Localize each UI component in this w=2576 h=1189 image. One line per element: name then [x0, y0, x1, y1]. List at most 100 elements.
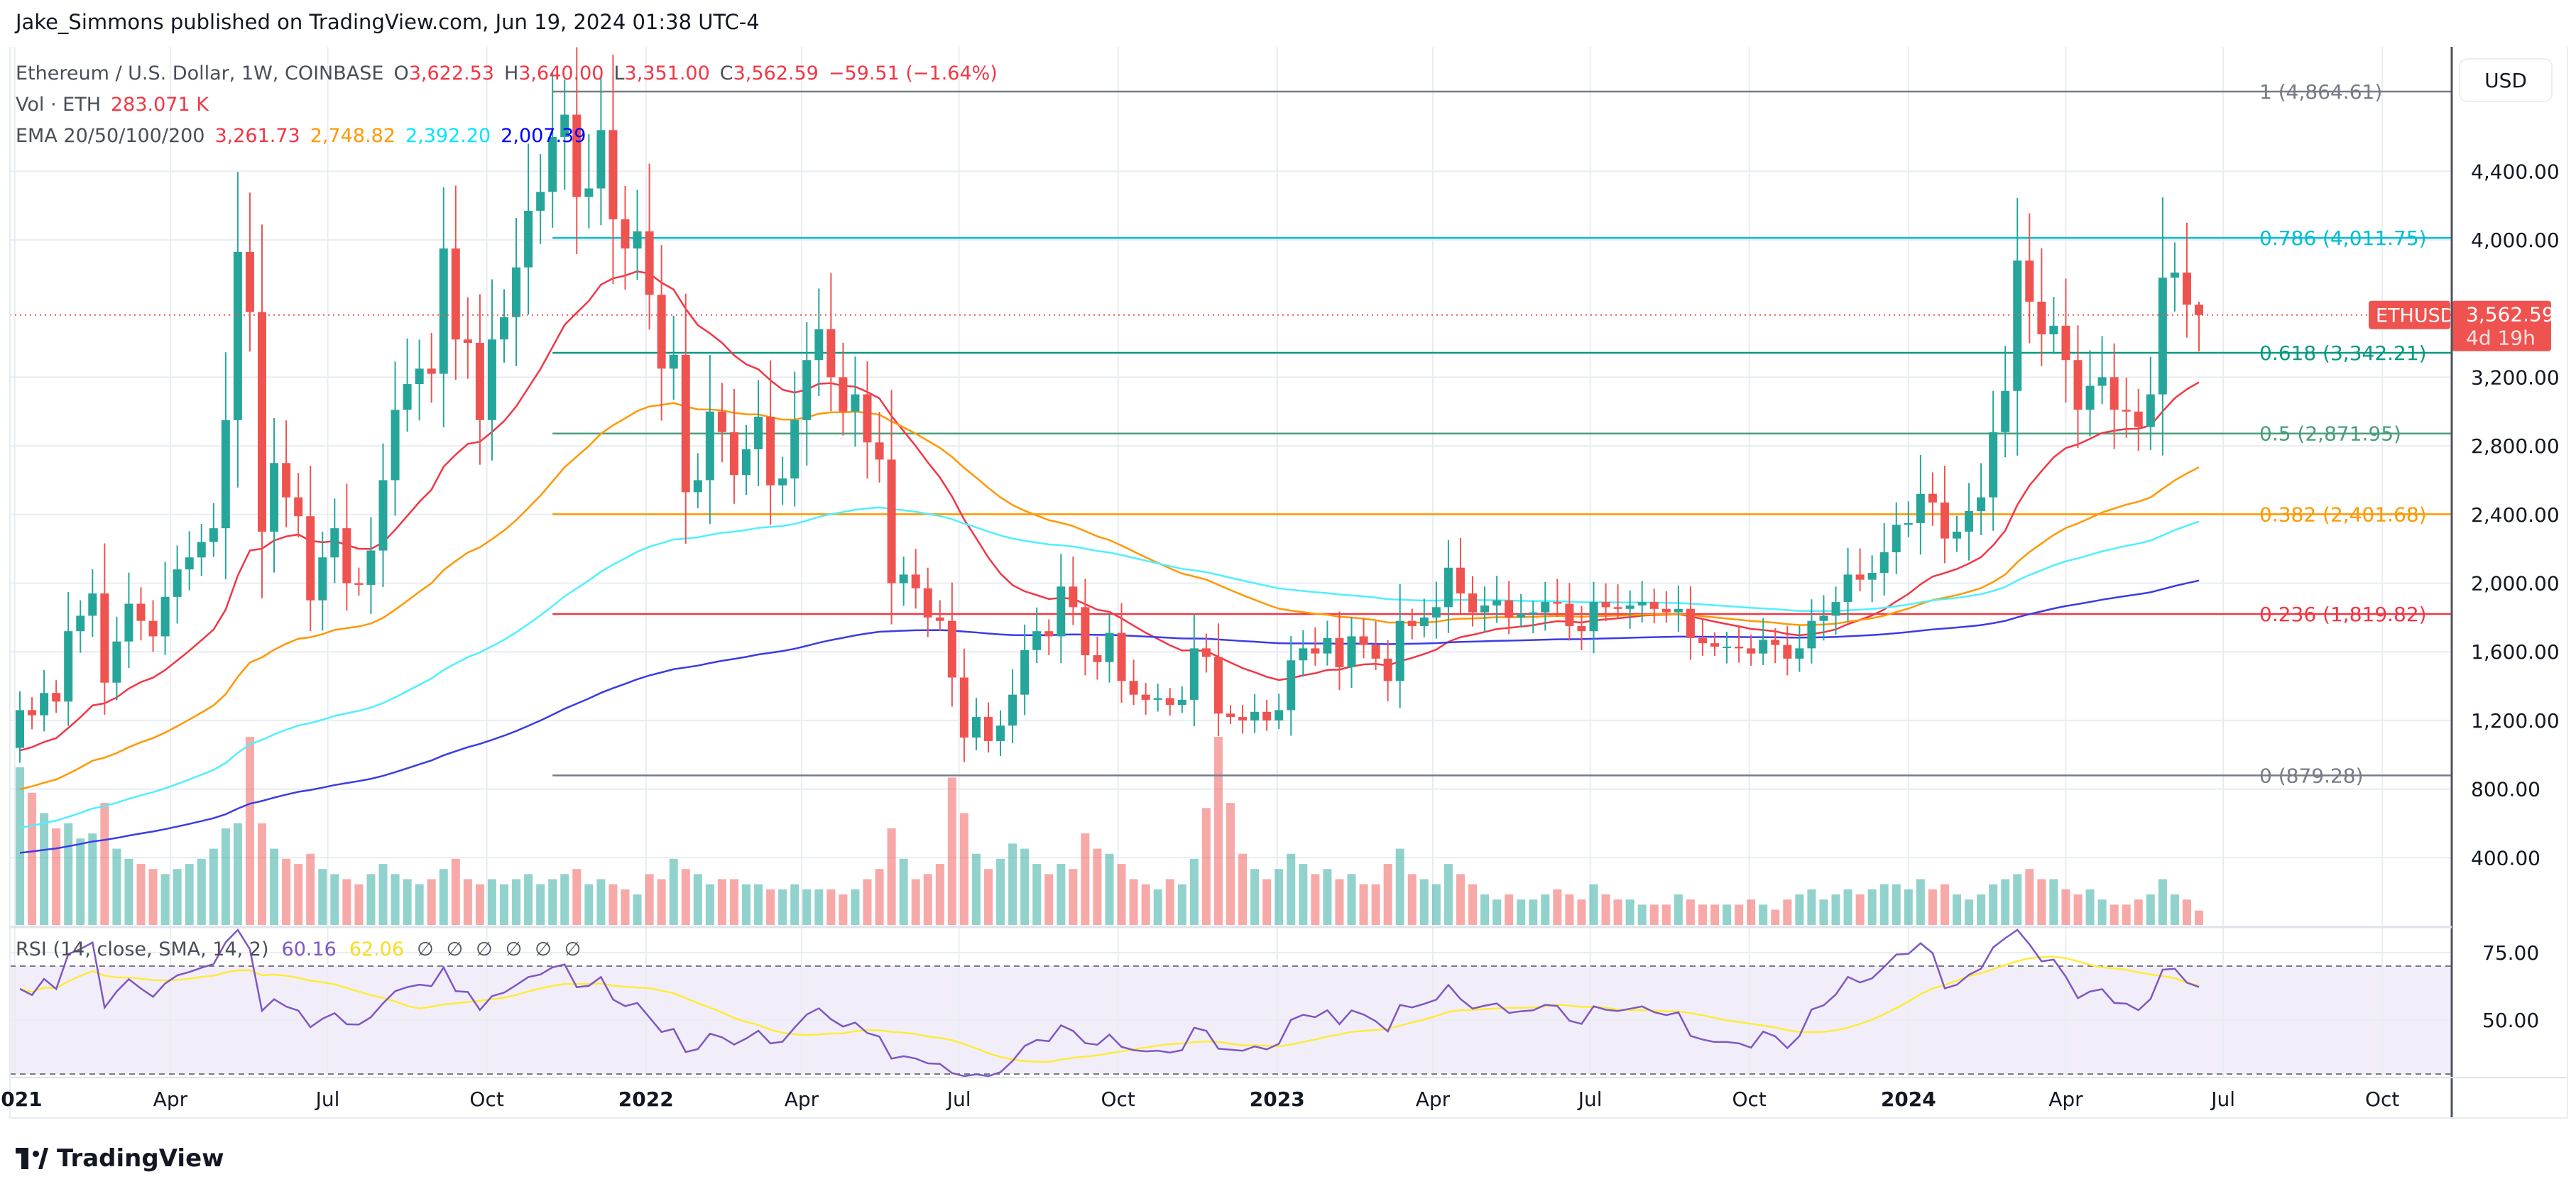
volume-bar	[1904, 889, 1913, 925]
time-axis-label: Apr	[2048, 1087, 2083, 1111]
volume-bar	[1443, 864, 1453, 925]
volume-bar	[1419, 879, 1429, 925]
volume-bar	[1262, 879, 1272, 925]
candle-body	[693, 480, 702, 493]
rsi-label[interactable]: RSI (14, close, SMA, 14, 2)	[16, 938, 269, 960]
candle-body	[1250, 711, 1260, 720]
volume-bar	[1492, 899, 1502, 925]
volume-bar	[463, 879, 472, 925]
empty-value: ∅	[417, 938, 434, 960]
candle-body	[923, 588, 932, 618]
candle-body	[294, 497, 303, 517]
candle-body	[512, 267, 521, 317]
volume-bar	[427, 879, 436, 925]
empty-value: ∅	[505, 938, 523, 960]
volume-bar	[536, 884, 545, 925]
candle-body	[887, 459, 896, 583]
close-value: 3,562.59	[733, 62, 819, 84]
price-axis-label: 800.00	[2471, 778, 2540, 801]
volume-bar	[258, 823, 266, 925]
empty-value: ∅	[446, 938, 464, 960]
volume-bar	[185, 864, 194, 925]
rsi-axis-label: 50.00	[2482, 1009, 2539, 1032]
candle-body	[258, 312, 266, 532]
time-axis-label: Jul	[315, 1087, 340, 1111]
candle-body	[1686, 608, 1695, 638]
volume-bar	[572, 869, 582, 925]
fib-level-label: 0.382 (2,401.68)	[2259, 503, 2427, 526]
volume-bar	[64, 823, 73, 925]
tradingview-logo-icon	[16, 1148, 48, 1169]
fib-level-label: 0.236 (1,819.82)	[2259, 603, 2427, 626]
tradingview-logo[interactable]: TradingView	[16, 1144, 224, 1173]
candle-body	[1468, 593, 1477, 613]
candle-body	[1129, 681, 1138, 695]
candle-body	[2001, 390, 2010, 432]
symbol-name[interactable]: Ethereum / U.S. Dollar, 1W, COINBASE	[16, 62, 384, 84]
high-value: 3,640.00	[518, 62, 604, 84]
candle-body	[500, 317, 508, 340]
fib-level-label: 0 (879.28)	[2259, 764, 2364, 787]
volume-bar	[524, 874, 533, 925]
volume-bar	[693, 874, 702, 925]
volume-bar	[245, 737, 254, 925]
ema-legend: EMA 20/50/100/200 3,261.73 2,748.82 2,392.2…	[16, 125, 596, 147]
volume-bar	[1311, 874, 1320, 925]
volume-bar	[1323, 869, 1332, 925]
volume-bar	[705, 884, 714, 925]
candle-body	[1299, 648, 1308, 661]
rsi-sma-value: 62.06	[349, 938, 405, 960]
currency-button[interactable]: USD	[2459, 58, 2553, 102]
symbol-tag-text: ETHUSD	[2376, 305, 2455, 327]
volume-bar	[1940, 884, 1949, 925]
volume-bar	[2110, 904, 2119, 925]
rsi-sma-line	[19, 955, 2200, 1063]
volume-bar	[1783, 899, 1792, 925]
volume-bar	[1032, 864, 1042, 925]
volume-bar	[1189, 858, 1199, 925]
candle-body	[415, 368, 424, 385]
candle-body	[1165, 698, 1174, 706]
candle-body	[1117, 632, 1126, 681]
fib-level-label: 0.618 (3,342.21)	[2259, 341, 2427, 365]
volume-bar	[233, 823, 242, 925]
volume-bar	[1553, 889, 1562, 925]
rsi-line	[19, 928, 2200, 1078]
candle-body	[1153, 698, 1162, 700]
candle-body	[1965, 510, 1974, 532]
volume-bar	[778, 889, 787, 925]
volume-bar	[2170, 894, 2179, 925]
candle-body	[2122, 410, 2131, 412]
candle-body	[778, 478, 787, 486]
volume-bar	[1613, 899, 1622, 925]
volume-bar	[1008, 843, 1017, 925]
candle-body	[1879, 552, 1889, 573]
volume-bar	[887, 828, 896, 925]
candle-body	[160, 596, 170, 637]
volume-bar	[124, 858, 133, 925]
candle-body	[1226, 713, 1235, 718]
candle-body	[1855, 574, 1865, 580]
candle-body	[572, 114, 582, 197]
volume-label[interactable]: Vol · ETH	[16, 94, 101, 116]
ema100-value: 2,392.20	[405, 125, 491, 147]
candle-body	[1480, 605, 1490, 613]
volume-bar	[1867, 889, 1877, 925]
fib-level-label: 0.786 (4,011.75)	[2259, 226, 2427, 250]
candle-body	[1759, 640, 1768, 654]
candle-body	[2025, 261, 2034, 302]
ema-label[interactable]: EMA 20/50/100/200	[16, 125, 205, 147]
candle-body	[996, 725, 1005, 741]
volume-value: 283.071 K	[111, 94, 209, 116]
volume-bar	[1674, 894, 1683, 925]
candle-body	[76, 615, 85, 632]
candle-body	[1371, 645, 1380, 659]
volume-bar	[221, 828, 230, 925]
fib-level-label: 1 (4,864.61)	[2259, 80, 2382, 104]
volume-bar	[984, 869, 993, 925]
candle-body	[185, 557, 194, 570]
volume-bar	[1238, 853, 1248, 925]
volume-bar	[633, 894, 642, 925]
volume-bar	[839, 894, 848, 925]
